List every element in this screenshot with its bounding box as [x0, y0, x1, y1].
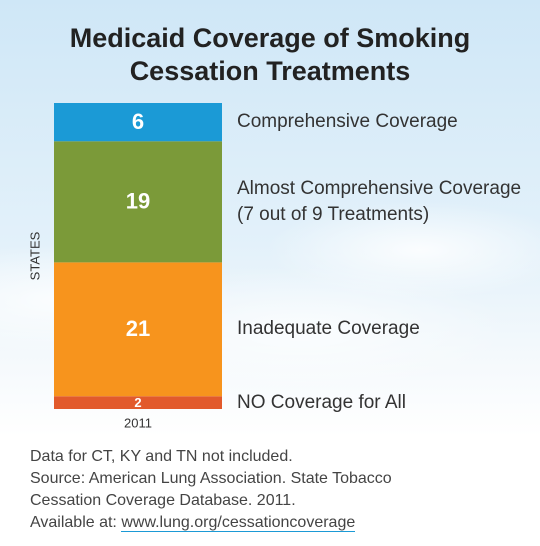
chart-title: Medicaid Coverage of Smoking Cessation T…	[69, 23, 471, 86]
note: Data for CT, KY and TN not included.	[30, 448, 293, 465]
bar-segment	[54, 262, 222, 397]
note: Source: American Lung Association. State…	[30, 470, 392, 487]
bar-segment	[54, 141, 222, 263]
legend-label: Comprehensive Coverage	[237, 111, 458, 133]
footnotes: Data for CT, KY and TN not included. Sou…	[30, 446, 392, 534]
link[interactable]: www.lung.org/cessationcoverage	[121, 514, 356, 532]
x-tick-label: 2011	[124, 415, 152, 430]
legend-label: NO Coverage for All	[237, 391, 406, 413]
note: Cessation Coverage Database. 2011.	[30, 492, 296, 509]
data-label: 19	[126, 189, 150, 214]
y-axis-label: STATES	[27, 231, 42, 280]
legend-label: Inadequate Coverage	[237, 318, 420, 340]
data-label: 6	[132, 109, 144, 134]
data-label: 21	[126, 316, 150, 341]
note: Available at: www.lung.org/cessationcove…	[30, 512, 392, 534]
available-at: Available at:	[30, 514, 117, 531]
legend-label: Almost Comprehensive Coverage (7 out of …	[237, 177, 522, 225]
data-label: 2	[134, 395, 141, 410]
bar-segment	[54, 396, 222, 409]
bar-segment	[54, 103, 222, 142]
